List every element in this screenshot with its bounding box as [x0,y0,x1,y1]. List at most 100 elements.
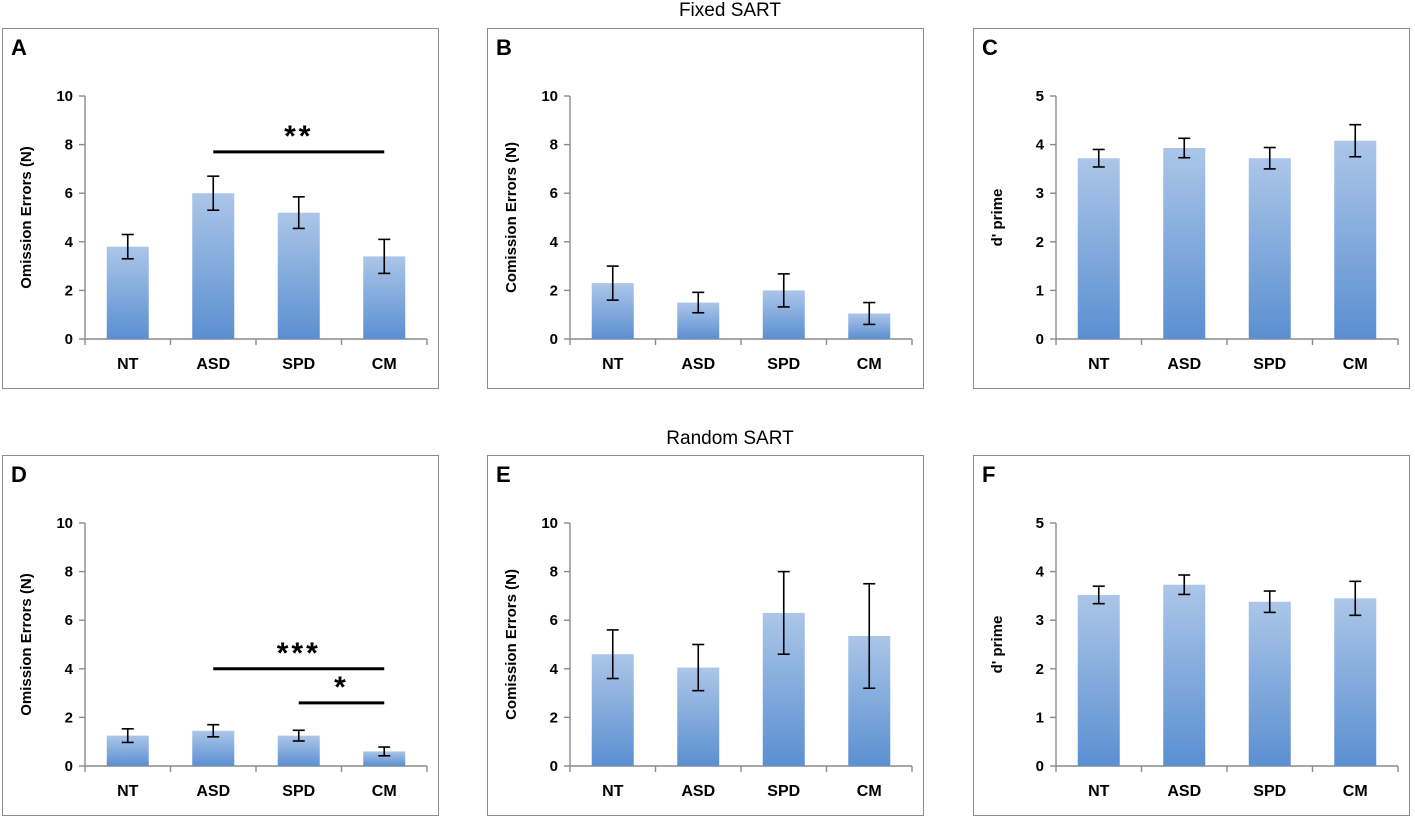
chart-svg: 0 2 4 6 8 10 NT ASD SPD CM Comission Errors (N) [503,88,913,373]
y-tick-label: 2 [65,709,73,726]
panel-letter: A [11,35,27,60]
y-tick-label: 0 [1036,758,1044,775]
x-tick-label: SPD [767,783,800,800]
y-axis-label: d' prime [989,189,1006,247]
y-tick-label: 10 [56,88,73,105]
y-tick-label: 6 [65,185,73,202]
section-title-fixed: Fixed SART [678,0,782,21]
bar [277,212,320,339]
x-tick-label: CM [372,356,397,373]
y-tick-label: 0 [65,758,73,775]
y-tick-label: 8 [65,137,73,154]
y-tick-label: 5 [1036,88,1044,105]
x-tick-label: ASD [1167,356,1201,373]
panel-a: A 0 2 4 6 8 10 NT ASD SPD CM Omission Errors (N) ** [2,28,439,389]
y-tick-label: 1 [1036,282,1044,299]
panel-letter: C [982,35,998,60]
x-tick-label: CM [1343,783,1368,800]
chart-svg: 0 2 4 6 8 10 NT ASD SPD CM Comission Errors (N) [503,515,913,800]
x-tick-label: NT [602,356,624,373]
y-tick-label: 3 [1036,185,1044,202]
y-tick-label: 6 [65,612,73,629]
y-tick-label: 3 [1036,612,1044,629]
x-tick-label: NT [1088,783,1110,800]
y-tick-label: 2 [65,282,73,299]
y-tick-label: 4 [65,661,74,678]
bar [1334,598,1377,766]
y-tick-label: 8 [550,564,558,581]
y-axis-label: Comission Errors (N) [503,569,520,720]
y-tick-label: 10 [541,515,558,532]
bar [1077,594,1120,766]
panel-letter: B [496,35,512,60]
bar [192,193,235,339]
y-tick-label: 8 [550,137,558,154]
panel-b: B 0 2 4 6 8 10 NT ASD SPD CM Comission Errors (N) [487,28,924,389]
panel-letter: F [982,462,996,487]
bar [106,246,149,339]
bar [1248,158,1291,339]
x-tick-label: SPD [767,356,800,373]
chart-svg: 0 2 4 6 8 10 NT ASD SPD CM Omission Errors (N) ** [18,88,428,373]
chart-svg: 0 1 2 3 4 5 NT ASD SPD CM d' prime [989,88,1399,373]
x-tick-label: SPD [1253,783,1286,800]
bar [1077,158,1120,339]
x-tick-label: ASD [196,356,230,373]
y-tick-label: 4 [1036,137,1045,154]
chart-svg: 0 1 2 3 4 5 NT ASD SPD CM d' prime [989,515,1399,800]
y-tick-label: 0 [550,331,558,348]
panel-letter: D [11,462,27,487]
bar [363,751,406,766]
x-tick-label: SPD [1253,356,1286,373]
bar [1248,601,1291,766]
x-tick-label: ASD [196,783,230,800]
significance-label: *** [277,637,321,670]
x-tick-label: CM [372,783,397,800]
y-tick-label: 0 [1036,331,1044,348]
panel-d: D 0 2 4 6 8 10 NT ASD SPD CM Omission Errors (N) **… [2,455,439,816]
y-tick-label: 2 [1036,234,1044,251]
section-title-random: Random SART [666,428,794,449]
y-tick-label: 6 [550,612,558,629]
y-tick-label: 4 [550,234,559,251]
x-tick-label: ASD [1167,783,1201,800]
x-tick-label: ASD [681,783,715,800]
panel-e: E 0 2 4 6 8 10 NT ASD SPD CM Comission Errors (N) [487,455,924,816]
y-tick-label: 10 [541,88,558,105]
y-tick-label: 4 [65,234,74,251]
y-tick-label: 0 [65,331,73,348]
panel-letter: E [496,462,511,487]
bar [1334,140,1377,339]
y-axis-label: Omission Errors (N) [18,146,35,289]
y-tick-label: 4 [550,661,559,678]
y-tick-label: 2 [1036,661,1044,678]
y-tick-label: 1 [1036,709,1044,726]
significance-label: ** [284,120,313,153]
y-tick-label: 8 [65,564,73,581]
y-tick-label: 4 [1036,564,1045,581]
x-tick-label: CM [1343,356,1368,373]
y-tick-label: 10 [56,515,73,532]
panel-c: C 0 1 2 3 4 5 NT ASD SPD CM d' prime [973,28,1410,389]
y-tick-label: 6 [550,185,558,202]
bar [1163,148,1206,339]
y-tick-label: 2 [550,709,558,726]
x-tick-label: SPD [282,356,315,373]
x-tick-label: NT [1088,356,1110,373]
x-tick-label: NT [117,783,139,800]
x-tick-label: NT [117,356,139,373]
x-tick-label: CM [857,783,882,800]
x-tick-label: CM [857,356,882,373]
bar [1163,584,1206,766]
x-tick-label: NT [602,783,624,800]
y-tick-label: 2 [550,282,558,299]
y-axis-label: d' prime [989,616,1006,674]
y-tick-label: 0 [550,758,558,775]
panel-f: F 0 1 2 3 4 5 NT ASD SPD CM d' prime [973,455,1410,816]
y-axis-label: Omission Errors (N) [18,573,35,716]
significance-label: * [334,671,349,704]
x-tick-label: ASD [681,356,715,373]
y-axis-label: Comission Errors (N) [503,142,520,293]
